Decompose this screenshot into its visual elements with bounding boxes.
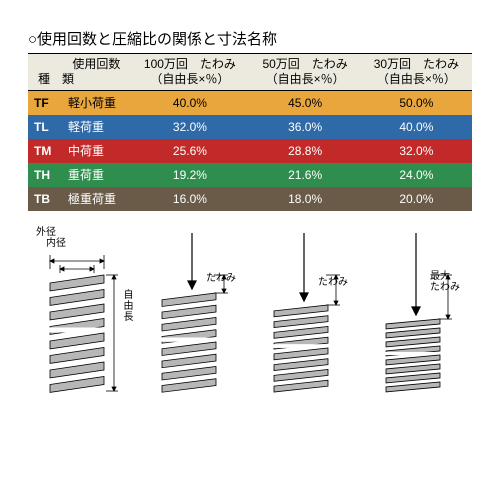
row-v2: 18.0% — [250, 187, 361, 211]
diagram-30: 最大 たわみ — [368, 229, 468, 399]
row-v2: 45.0% — [250, 91, 361, 115]
diagram-row: 外径 内径 自由長 — [28, 211, 472, 399]
row-code: TM — [28, 139, 66, 163]
row-code: TB — [28, 187, 66, 211]
th-col2: 50万回 たわみ （自由長×％） — [250, 54, 361, 91]
row-v1: 16.0% — [130, 187, 249, 211]
table-row: TH重荷重19.2%21.6%24.0% — [28, 163, 472, 187]
diagram-100: たわみ — [144, 229, 244, 399]
row-code: TF — [28, 91, 66, 115]
table-row: TL軽荷重32.0%36.0%40.0% — [28, 115, 472, 139]
row-name: 軽荷重 — [66, 115, 130, 139]
diagram-50: たわみ — [256, 229, 356, 399]
spring-free-svg — [32, 229, 132, 399]
row-v3: 24.0% — [361, 163, 472, 187]
table-row: TF軽小荷重40.0%45.0%50.0% — [28, 91, 472, 115]
table-row: TM中荷重25.6%28.8%32.0% — [28, 139, 472, 163]
row-v2: 21.6% — [250, 163, 361, 187]
row-v3: 20.0% — [361, 187, 472, 211]
row-name: 中荷重 — [66, 139, 130, 163]
spring-50-svg — [256, 229, 356, 399]
row-code: TH — [28, 163, 66, 187]
th-col1: 100万回 たわみ （自由長×％） — [130, 54, 249, 91]
row-v2: 28.8% — [250, 139, 361, 163]
free-length-label: 自由長 — [119, 289, 134, 322]
row-v3: 32.0% — [361, 139, 472, 163]
row-v1: 40.0% — [130, 91, 249, 115]
table-row: TB極重荷重16.0%18.0%20.0% — [28, 187, 472, 211]
row-v2: 36.0% — [250, 115, 361, 139]
compression-table: 使用回数 種 類 100万回 たわみ （自由長×％） 50万回 たわみ （自由長… — [28, 53, 472, 211]
row-v1: 25.6% — [130, 139, 249, 163]
th-col3: 30万回 たわみ （自由長×％） — [361, 54, 472, 91]
max-deflect-label: 最大 たわみ — [430, 271, 460, 293]
row-code: TL — [28, 115, 66, 139]
row-name: 重荷重 — [66, 163, 130, 187]
spring-30-svg — [368, 229, 468, 399]
row-v3: 50.0% — [361, 91, 472, 115]
th-kind: 使用回数 種 類 — [28, 54, 130, 91]
page-title: ○使用回数と圧縮比の関係と寸法名称 — [28, 28, 472, 49]
row-v1: 32.0% — [130, 115, 249, 139]
row-v1: 19.2% — [130, 163, 249, 187]
diagram-free: 外径 内径 自由長 — [32, 229, 132, 399]
deflect-label-1: たわみ — [206, 269, 236, 284]
spring-100-svg — [144, 229, 244, 399]
row-v3: 40.0% — [361, 115, 472, 139]
row-name: 軽小荷重 — [66, 91, 130, 115]
row-name: 極重荷重 — [66, 187, 130, 211]
deflect-label-2: たわみ — [318, 273, 348, 288]
outer-inner-label: 外径 内径 — [36, 227, 66, 249]
